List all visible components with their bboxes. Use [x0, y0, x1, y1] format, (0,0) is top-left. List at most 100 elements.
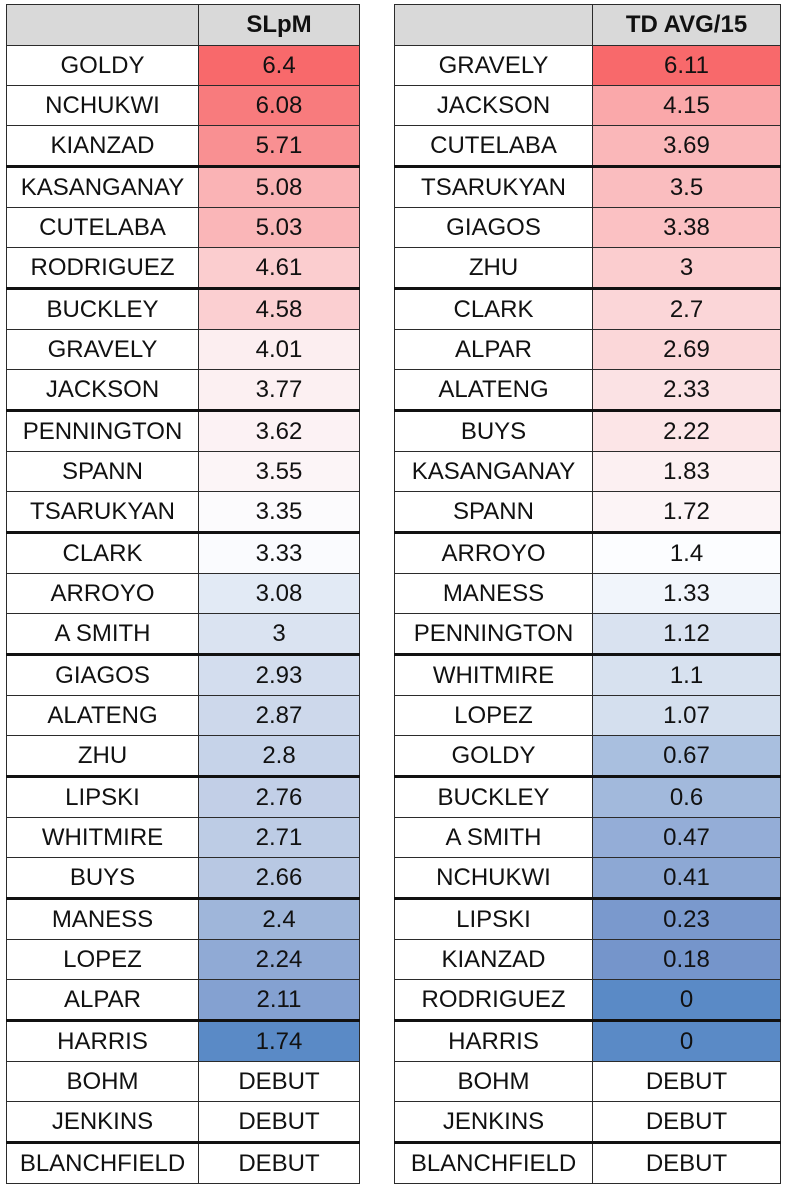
- table-row: CUTELABA 3.69: [394, 125, 781, 167]
- fighter-name-cell: ALATENG: [6, 695, 199, 736]
- stat-value-cell: 2.87: [198, 695, 360, 736]
- table-row: A SMITH 3: [6, 613, 360, 655]
- table-row: BUYS 2.66: [6, 857, 360, 899]
- fighter-name-cell: JACKSON: [6, 369, 199, 411]
- table-row: ARROYO 1.4: [394, 531, 781, 574]
- slpm-table-body: GOLDY 6.4 NCHUKWI 6.08 KIANZAD 5.71 KASANGANAY…: [6, 45, 360, 1184]
- stat-value-cell: 3.5: [592, 165, 781, 208]
- fighter-name-cell: RODRIGUEZ: [394, 979, 593, 1021]
- stat-value-cell: 1.72: [592, 491, 781, 533]
- table-row: GRAVELY 4.01: [6, 329, 360, 370]
- fighter-name-cell: GIAGOS: [394, 207, 593, 248]
- header-row: TD AVG/15: [394, 4, 781, 46]
- fighter-name-cell: ZHU: [394, 247, 593, 289]
- table-row: ZHU 3: [394, 247, 781, 289]
- table-row: RODRIGUEZ 4.61: [6, 247, 360, 289]
- stat-value-cell: 6.11: [592, 45, 781, 86]
- table-row: ALATENG 2.87: [6, 695, 360, 736]
- table-row: BUYS 2.22: [394, 409, 781, 452]
- table-row: PENNINGTON 3.62: [6, 409, 360, 452]
- table-row: GOLDY 0.67: [394, 735, 781, 777]
- stat-value-cell: 2.24: [198, 939, 360, 980]
- fighter-name-cell: GIAGOS: [6, 653, 199, 696]
- table-row: TSARUKYAN 3.5: [394, 165, 781, 208]
- td-avg-column-header: TD AVG/15: [592, 4, 781, 46]
- stat-value-cell: 0.23: [592, 897, 781, 940]
- stat-value-cell: 2.4: [198, 897, 360, 940]
- fighter-name-cell: LOPEZ: [394, 695, 593, 736]
- fighter-name-cell: BUCKLEY: [6, 287, 199, 330]
- fighter-name-cell: BLANCHFIELD: [394, 1141, 593, 1184]
- fighter-name-cell: KIANZAD: [6, 125, 199, 167]
- table-row: ZHU 2.8: [6, 735, 360, 777]
- table-row: HARRIS 0: [394, 1019, 781, 1062]
- table-row: JACKSON 4.15: [394, 85, 781, 126]
- table-row: BLANCHFIELD DEBUT: [394, 1141, 781, 1184]
- fighter-name-cell: CLARK: [394, 287, 593, 330]
- fighter-name-cell: RODRIGUEZ: [6, 247, 199, 289]
- fighter-name-cell: PENNINGTON: [394, 613, 593, 655]
- table-row: BOHM DEBUT: [394, 1061, 781, 1102]
- table-row: A SMITH 0.47: [394, 817, 781, 858]
- stat-value-cell: 1.1: [592, 653, 781, 696]
- stat-value-cell: 0.6: [592, 775, 781, 818]
- fighter-name-cell: CUTELABA: [394, 125, 593, 167]
- table-row: JENKINS DEBUT: [6, 1101, 360, 1143]
- stat-value-cell: 3: [592, 247, 781, 289]
- fighter-name-cell: MANESS: [394, 573, 593, 614]
- fighter-name-cell: ARROYO: [394, 531, 593, 574]
- stat-value-cell: DEBUT: [198, 1141, 360, 1184]
- stat-value-cell: 3.69: [592, 125, 781, 167]
- table-row: JENKINS DEBUT: [394, 1101, 781, 1143]
- table-row: ALPAR 2.69: [394, 329, 781, 370]
- fighter-name-cell: BUYS: [394, 409, 593, 452]
- fighter-name-cell: GOLDY: [394, 735, 593, 777]
- stat-value-cell: 2.66: [198, 857, 360, 899]
- table-row: GOLDY 6.4: [6, 45, 360, 86]
- fighter-name-cell: NCHUKWI: [6, 85, 199, 126]
- stat-value-cell: 4.15: [592, 85, 781, 126]
- stat-value-cell: DEBUT: [198, 1101, 360, 1143]
- table-row: WHITMIRE 2.71: [6, 817, 360, 858]
- fighter-name-cell: ALPAR: [394, 329, 593, 370]
- stat-value-cell: 4.01: [198, 329, 360, 370]
- fighter-name-cell: HARRIS: [6, 1019, 199, 1062]
- fighter-name-cell: CUTELABA: [6, 207, 199, 248]
- fighter-name-cell: ALATENG: [394, 369, 593, 411]
- stat-value-cell: 1.07: [592, 695, 781, 736]
- stat-value-cell: 5.71: [198, 125, 360, 167]
- stat-value-cell: 3.77: [198, 369, 360, 411]
- stat-value-cell: 3.33: [198, 531, 360, 574]
- fighter-name-cell: CLARK: [6, 531, 199, 574]
- table-row: KIANZAD 5.71: [6, 125, 360, 167]
- stat-value-cell: DEBUT: [592, 1141, 781, 1184]
- table-row: LIPSKI 2.76: [6, 775, 360, 818]
- stat-value-cell: 2.11: [198, 979, 360, 1021]
- table-row: GIAGOS 2.93: [6, 653, 360, 696]
- table-row: GRAVELY 6.11: [394, 45, 781, 86]
- stat-value-cell: DEBUT: [198, 1061, 360, 1102]
- fighter-name-cell: WHITMIRE: [6, 817, 199, 858]
- fighter-name-cell: ARROYO: [6, 573, 199, 614]
- td-avg-table-body: GRAVELY 6.11 JACKSON 4.15 CUTELABA 3.69 TSARUK…: [394, 45, 781, 1184]
- table-row: ALPAR 2.11: [6, 979, 360, 1021]
- table-row: MANESS 1.33: [394, 573, 781, 614]
- fighter-name-cell: GRAVELY: [394, 45, 593, 86]
- table-row: PENNINGTON 1.12: [394, 613, 781, 655]
- table-row: TSARUKYAN 3.35: [6, 491, 360, 533]
- table-row: HARRIS 1.74: [6, 1019, 360, 1062]
- stat-value-cell: DEBUT: [592, 1061, 781, 1102]
- stat-value-cell: DEBUT: [592, 1101, 781, 1143]
- fighter-name-cell: BOHM: [6, 1061, 199, 1102]
- fighter-name-cell: TSARUKYAN: [394, 165, 593, 208]
- td-avg-table: TD AVG/15 GRAVELY 6.11 JACKSON 4.15 CUTELABA…: [394, 4, 781, 1184]
- table-row: BOHM DEBUT: [6, 1061, 360, 1102]
- stat-value-cell: 3.62: [198, 409, 360, 452]
- fighter-name-cell: BUCKLEY: [394, 775, 593, 818]
- table-row: ARROYO 3.08: [6, 573, 360, 614]
- fighter-name-cell: WHITMIRE: [394, 653, 593, 696]
- stat-value-cell: 3.38: [592, 207, 781, 248]
- table-row: SPANN 3.55: [6, 451, 360, 492]
- table-row: SPANN 1.72: [394, 491, 781, 533]
- table-row: CUTELABA 5.03: [6, 207, 360, 248]
